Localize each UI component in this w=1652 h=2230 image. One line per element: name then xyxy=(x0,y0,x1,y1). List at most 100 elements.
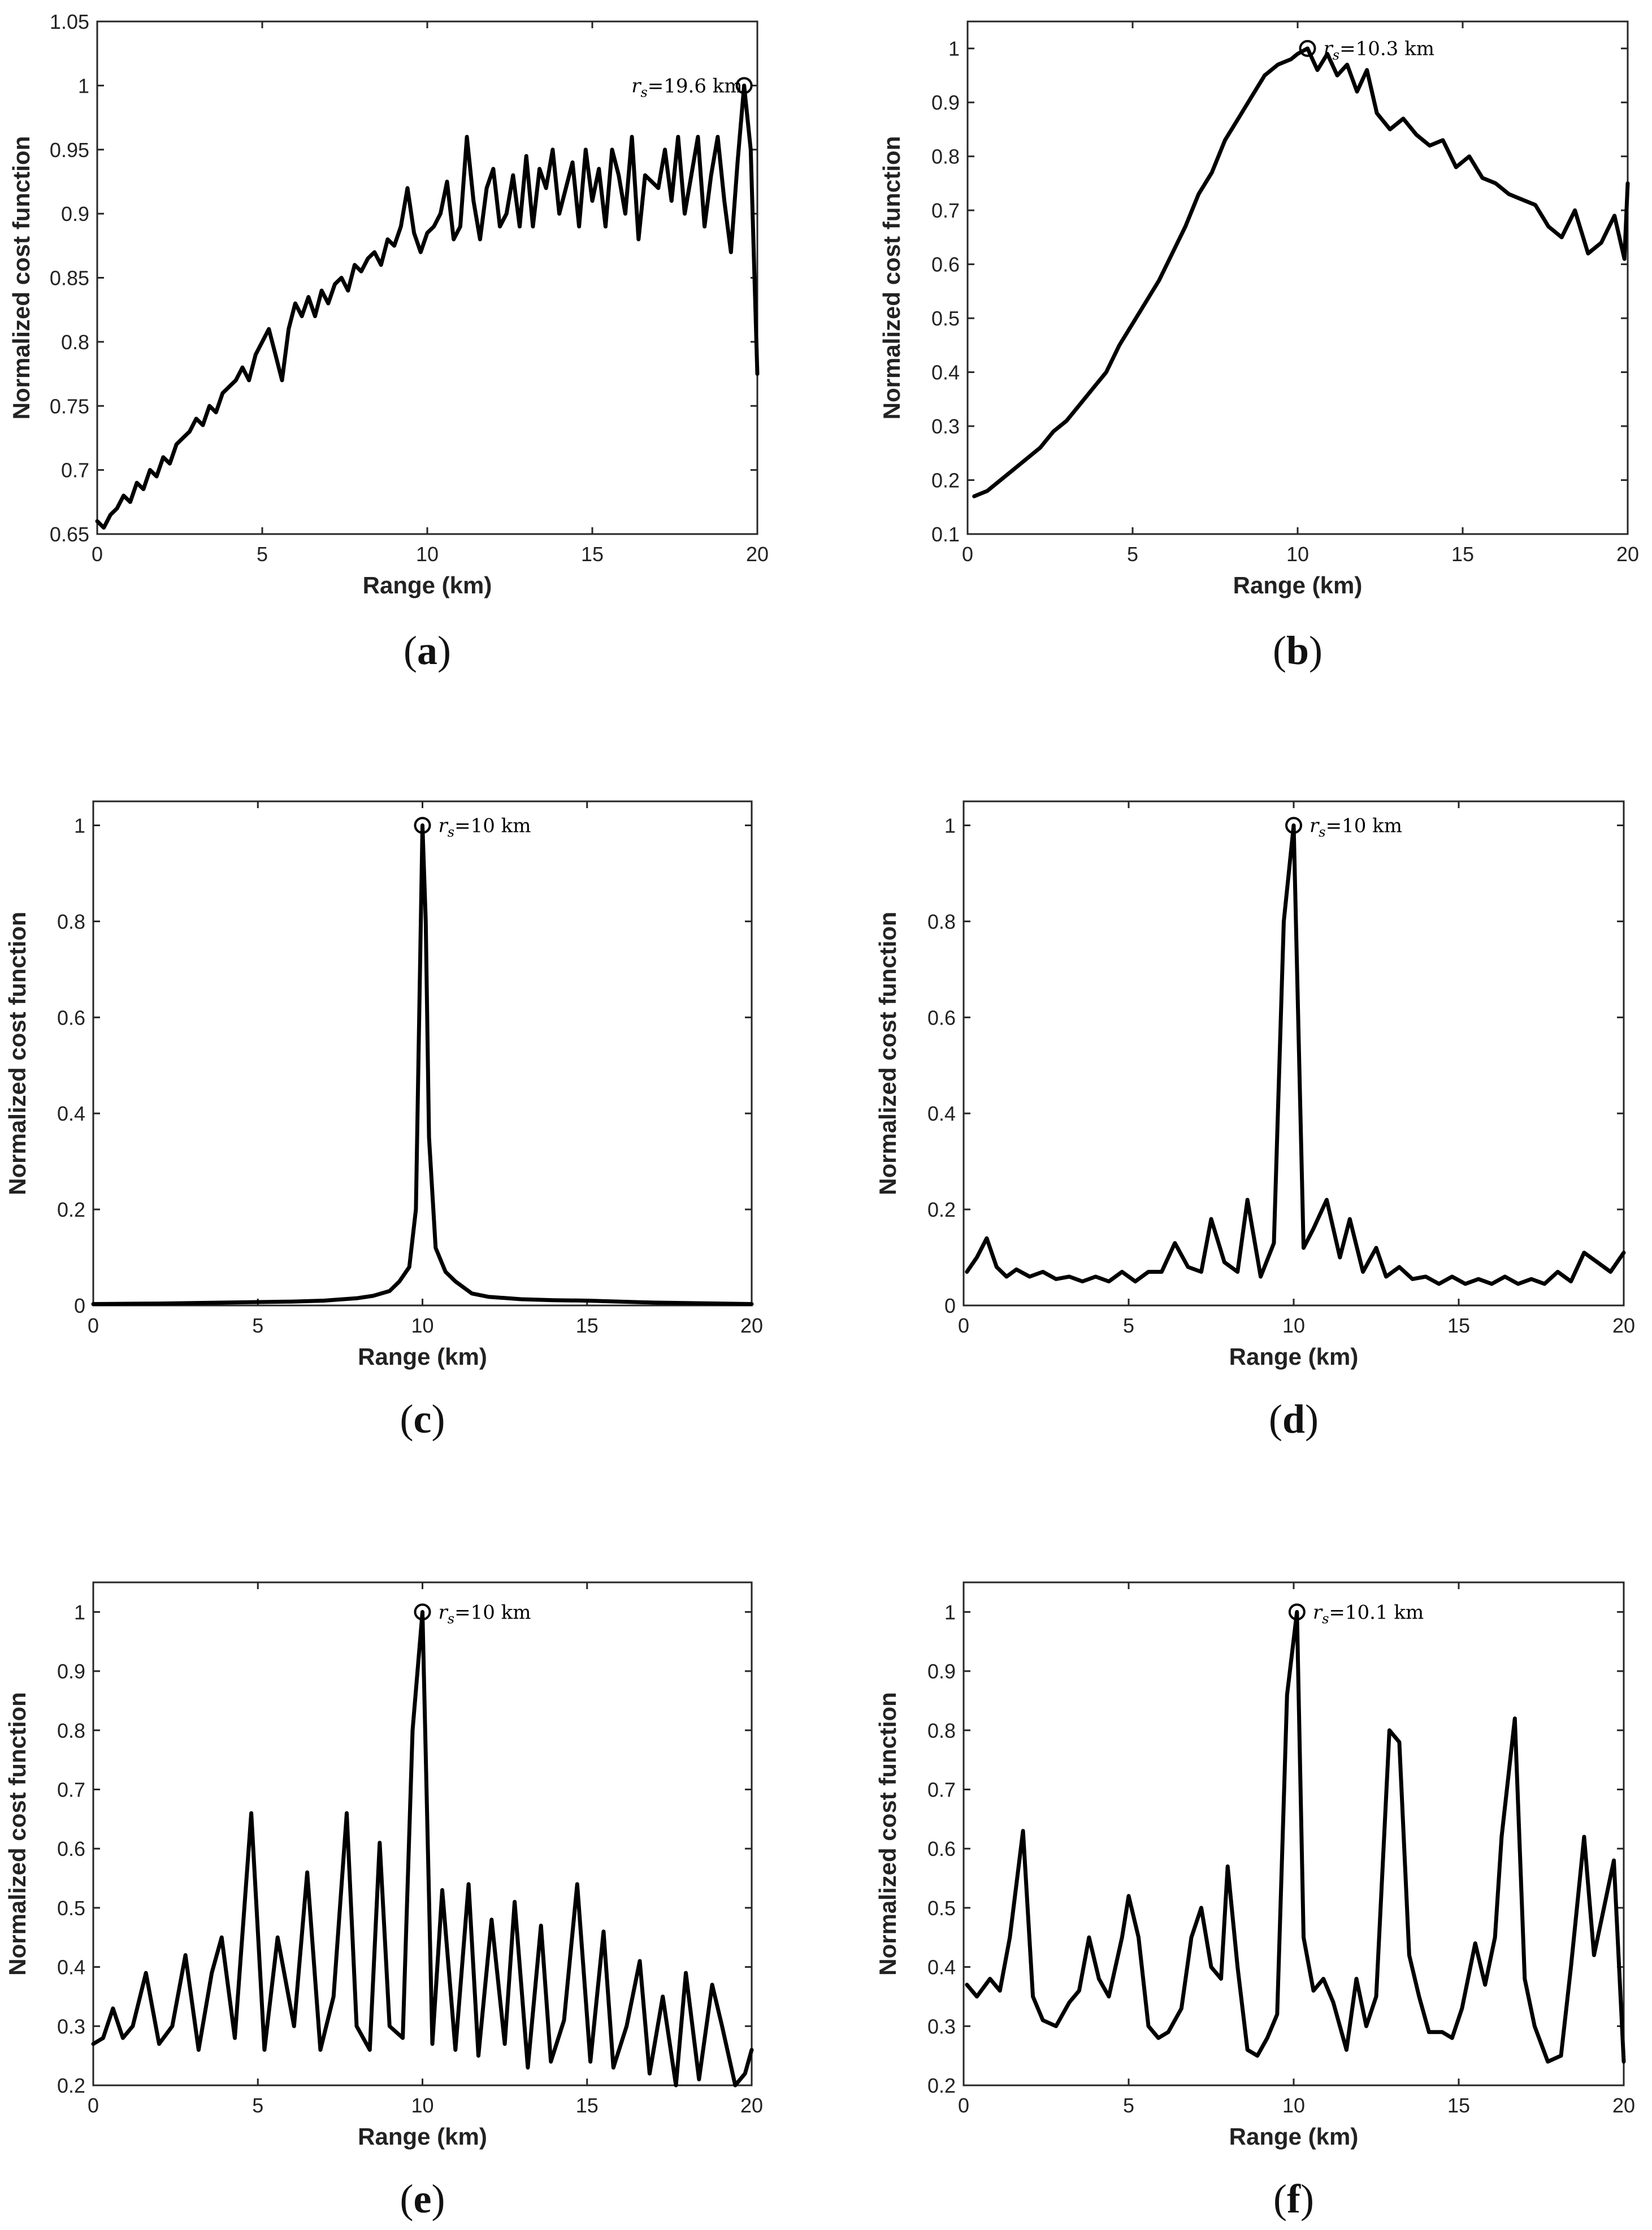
x-tick-label: 0 xyxy=(958,2094,969,2117)
peak-annotation: rs=10.1 km xyxy=(1313,1601,1424,1626)
y-tick-label: 0.9 xyxy=(931,91,960,114)
peak-marker xyxy=(1288,1603,1306,1621)
x-tick-label: 10 xyxy=(1282,2094,1305,2117)
x-axis-label: Range (km) xyxy=(1229,1343,1359,1370)
x-tick-label: 0 xyxy=(88,1314,99,1337)
peak-marker xyxy=(1285,817,1302,834)
y-tick-label: 1 xyxy=(74,814,85,837)
chart-panel-b: 0 5 10 15 20 0.1 0.2 0.3 0.4 0.5 0.6 0.7 0.8 0.9 1 Rang… xyxy=(878,20,1639,673)
series-line xyxy=(965,1609,1626,2064)
y-tick-label: 1 xyxy=(944,814,956,837)
y-axis-label: Normalized cost function xyxy=(4,912,31,1195)
chart-panel-e: 0 5 10 15 20 0.2 0.3 0.4 0.5 0.6 0.7 0.8 0.9 1 Range (… xyxy=(4,1581,763,2222)
y-tick-label: 0.9 xyxy=(927,1660,956,1683)
y-tick-label: 0.2 xyxy=(57,2074,85,2097)
x-tick-label: 5 xyxy=(257,543,268,566)
y-tick-label: 0.8 xyxy=(61,331,89,354)
series-line xyxy=(972,46,1630,498)
y-tick-label: 0.3 xyxy=(57,2015,85,2038)
x-tick-label: 20 xyxy=(1612,2094,1635,2117)
y-axis-label: Normalized cost function xyxy=(878,136,905,420)
panel-caption: (f) xyxy=(1273,2176,1314,2222)
y-tick-label: 0.5 xyxy=(931,307,960,330)
x-tick-label: 20 xyxy=(1616,543,1639,566)
y-tick-label: 1 xyxy=(948,37,960,60)
y-tick-label: 0.2 xyxy=(57,1198,85,1221)
y-tick-label: 0.7 xyxy=(931,199,960,222)
y-tick-label: 0.1 xyxy=(931,523,960,546)
panel-caption: (b) xyxy=(1273,628,1323,673)
y-axis-label: Normalized cost function xyxy=(874,912,901,1195)
x-tick-label: 20 xyxy=(746,543,769,566)
y-tick-label: 0.4 xyxy=(927,1956,956,1979)
y-tick-label: 0.8 xyxy=(57,1719,85,1742)
peak-annotation: rs=10 km xyxy=(439,814,531,840)
x-tick-label: 10 xyxy=(1282,1314,1305,1337)
peak-marker xyxy=(735,77,753,94)
y-axis-label: Normalized cost function xyxy=(4,1692,31,1976)
y-tick-label: 0.7 xyxy=(61,459,89,482)
y-tick-label: 0.4 xyxy=(931,361,960,384)
y-tick-label: 0 xyxy=(74,1294,85,1317)
x-tick-label: 5 xyxy=(1127,543,1138,566)
y-tick-label: 0.9 xyxy=(61,202,89,225)
y-tick-label: 0.8 xyxy=(927,910,956,933)
x-tick-label: 10 xyxy=(416,543,439,566)
y-tick-label: 0.9 xyxy=(57,1660,85,1683)
x-tick-label: 15 xyxy=(581,543,604,566)
y-tick-label: 0.2 xyxy=(927,2074,956,2097)
y-tick-label: 0.7 xyxy=(57,1778,85,1801)
x-tick-label: 20 xyxy=(740,1314,763,1337)
x-axis-label: Range (km) xyxy=(1229,2123,1359,2150)
peak-annotation: rs=19.6 km xyxy=(631,75,742,100)
y-tick-label: 1.05 xyxy=(50,10,89,33)
y-tick-label: 0.7 xyxy=(927,1778,956,1801)
y-tick-label: 0.3 xyxy=(931,415,960,438)
y-tick-label: 0 xyxy=(944,1294,956,1317)
series-line xyxy=(91,823,754,1306)
y-tick-label: 0.6 xyxy=(57,1006,85,1029)
x-tick-label: 5 xyxy=(252,1314,263,1337)
series-line xyxy=(95,83,760,530)
chart-panel-d: 0 5 10 15 20 0 0.2 0.4 0.6 0.8 1 Range (km) Normaliz… xyxy=(874,800,1635,1442)
y-tick-label: 1 xyxy=(78,74,89,97)
y-tick-label: 0.4 xyxy=(57,1102,85,1125)
x-tick-label: 20 xyxy=(740,2094,763,2117)
y-tick-label: 0.8 xyxy=(931,145,960,168)
x-tick-label: 15 xyxy=(1447,1314,1470,1337)
y-tick-label: 0.6 xyxy=(57,1837,85,1860)
x-tick-label: 20 xyxy=(1612,1314,1635,1337)
y-tick-label: 0.2 xyxy=(931,469,960,492)
x-tick-label: 15 xyxy=(1451,543,1474,566)
chart-panel-c: 0 5 10 15 20 0 0.2 0.4 0.6 0.8 1 Range (km) Normaliz… xyxy=(4,800,763,1442)
chart-panel-f: 0 5 10 15 20 0.2 0.3 0.4 0.5 0.6 0.7 0.8 0.9 1 Range (… xyxy=(874,1581,1635,2222)
panel-caption: (a) xyxy=(404,628,451,673)
x-tick-label: 5 xyxy=(1123,1314,1134,1337)
peak-annotation: rs=10 km xyxy=(1310,814,1402,840)
x-tick-label: 0 xyxy=(962,543,973,566)
chart-panel-a: 0 5 10 15 20 0.65 0.7 0.75 0.8 0.85 0.9 0.95 1 1.05 Ra… xyxy=(8,10,769,673)
panel-caption: (c) xyxy=(400,1396,445,1442)
peak-marker xyxy=(1299,40,1316,57)
x-tick-label: 10 xyxy=(1286,543,1309,566)
series-line xyxy=(965,823,1626,1286)
x-tick-label: 15 xyxy=(576,1314,599,1337)
peak-annotation: rs=10 km xyxy=(439,1601,531,1626)
y-tick-label: 0.5 xyxy=(57,1897,85,1920)
y-tick-label: 0.95 xyxy=(50,138,89,162)
x-tick-label: 10 xyxy=(411,1314,433,1337)
x-tick-label: 5 xyxy=(1123,2094,1134,2117)
x-tick-label: 0 xyxy=(958,1314,969,1337)
panel-caption: (e) xyxy=(400,2176,445,2222)
y-tick-label: 0.8 xyxy=(57,910,85,933)
y-tick-label: 1 xyxy=(944,1600,956,1624)
y-tick-label: 0.6 xyxy=(927,1006,956,1029)
x-tick-label: 15 xyxy=(1447,2094,1470,2117)
x-axis-label: Range (km) xyxy=(358,1343,487,1370)
peak-annotation: rs=10.3 km xyxy=(1324,38,1434,63)
x-tick-label: 5 xyxy=(252,2094,263,2117)
y-tick-label: 0.6 xyxy=(927,1837,956,1860)
x-axis-label: Range (km) xyxy=(358,2123,487,2150)
y-tick-label: 0.5 xyxy=(927,1897,956,1920)
